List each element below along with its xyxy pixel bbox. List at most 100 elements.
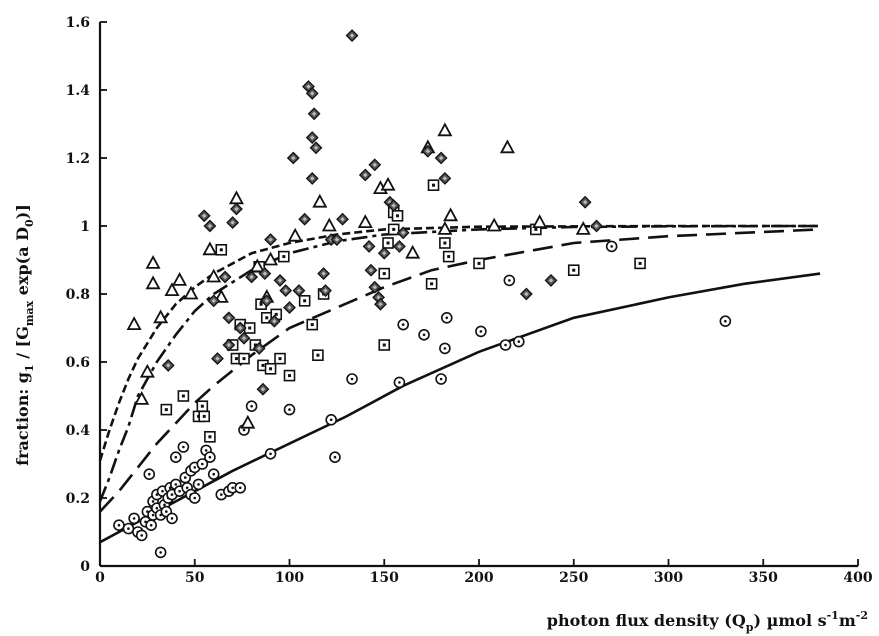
circle-point	[393, 376, 406, 389]
triangle-point	[145, 255, 161, 269]
square-marker-dot	[202, 414, 206, 418]
square-marker-dot	[303, 299, 307, 303]
diamond-marker-core	[296, 288, 302, 293]
diamond-point	[226, 216, 240, 230]
x-tick-label: 150	[370, 570, 399, 586]
triangle-point	[380, 176, 396, 191]
circle-marker-dot	[127, 527, 130, 530]
circle-marker-dot	[170, 517, 174, 520]
circle-marker-dot	[724, 319, 727, 323]
y-tick-label: 0.6	[66, 355, 90, 371]
triangle-point	[206, 268, 222, 283]
square-marker-dot	[181, 394, 185, 398]
diamond-marker-core	[310, 91, 315, 96]
square-marker-dot	[259, 302, 263, 306]
diamond-point	[203, 219, 217, 233]
circle-point	[245, 400, 258, 413]
diamond-point	[197, 209, 211, 223]
diamond-point	[374, 297, 387, 311]
circle-marker-dot	[398, 381, 401, 384]
triangle-point	[228, 190, 244, 205]
square-point	[298, 294, 311, 307]
circle-point	[475, 325, 487, 338]
diamond-point	[222, 338, 236, 352]
diamond-point	[264, 233, 277, 247]
triangle-point	[486, 217, 502, 232]
circle-marker-dot	[250, 404, 253, 408]
y-tick-label: 0.2	[66, 491, 90, 507]
diamond-marker-core	[438, 155, 444, 161]
diamond-marker-core	[349, 33, 355, 38]
diamond-point	[309, 141, 323, 155]
square-point	[204, 430, 216, 443]
square-marker-dot	[396, 214, 400, 218]
square-point	[378, 267, 391, 280]
diamond-marker-core	[310, 176, 315, 181]
triangle-point	[575, 221, 591, 235]
circle-point	[719, 315, 732, 328]
circle-point	[143, 468, 156, 481]
square-marker-dot	[261, 363, 265, 367]
circle-marker-dot	[329, 418, 333, 422]
circle-marker-dot	[193, 466, 197, 469]
diamond-marker-core	[234, 206, 239, 212]
circle-marker-dot	[182, 445, 185, 449]
triangle-point	[312, 193, 328, 208]
square-marker-dot	[242, 357, 246, 361]
triangle-point	[287, 227, 303, 242]
circle-point	[499, 339, 512, 351]
circle-marker-dot	[155, 506, 159, 510]
triangle-point	[134, 391, 150, 405]
diamond-marker-core	[291, 155, 296, 161]
circle-point	[177, 441, 190, 453]
square-marker-dot	[248, 326, 252, 330]
square-point	[425, 277, 438, 290]
circle-point	[329, 451, 341, 464]
diamond-marker-core	[226, 342, 232, 348]
square-point	[387, 223, 400, 236]
x-tick-label: 350	[749, 570, 778, 586]
circle-point	[435, 373, 447, 385]
diamond-marker-core	[256, 346, 262, 351]
diamond-point	[305, 171, 319, 185]
diamond-point	[387, 199, 401, 213]
square-marker-dot	[253, 343, 257, 347]
square-point	[427, 179, 440, 191]
circle-point	[503, 274, 516, 287]
diamond-marker-core	[582, 200, 588, 205]
triangle-point	[172, 272, 188, 286]
diamond-point	[283, 301, 296, 315]
square-point	[312, 349, 324, 362]
diamond-point	[421, 144, 435, 158]
circle-marker-dot	[443, 347, 447, 350]
square-marker-dot	[288, 374, 291, 378]
y-tick-label: 1.2	[66, 151, 90, 167]
diamond-marker-core	[382, 251, 387, 256]
circle-point	[264, 447, 277, 460]
circle-point	[439, 342, 451, 355]
x-tick-label: 250	[559, 570, 588, 586]
circle-marker-dot	[231, 486, 234, 490]
diamond-marker-core	[310, 135, 315, 140]
square-point	[238, 352, 250, 365]
circle-point	[135, 529, 148, 542]
diamond-marker-core	[249, 274, 254, 280]
circle-marker-dot	[149, 523, 153, 527]
circle-point	[145, 519, 157, 532]
diamond-point	[256, 382, 270, 396]
triangle-point	[145, 275, 161, 290]
square-marker-dot	[278, 357, 282, 361]
diamond-point	[273, 273, 287, 287]
square-marker-dot	[447, 255, 451, 259]
circle-marker-dot	[508, 279, 511, 282]
diamond-marker-core	[442, 176, 448, 181]
circle-point	[605, 240, 618, 253]
data-points	[113, 29, 732, 559]
y-tick-label: 0.4	[66, 423, 91, 439]
diamond-point	[317, 267, 331, 281]
square-point	[278, 250, 290, 263]
circle-marker-dot	[161, 489, 164, 493]
diamond-marker-core	[272, 319, 277, 324]
circle-marker-dot	[201, 462, 204, 466]
circle-point	[192, 478, 205, 491]
